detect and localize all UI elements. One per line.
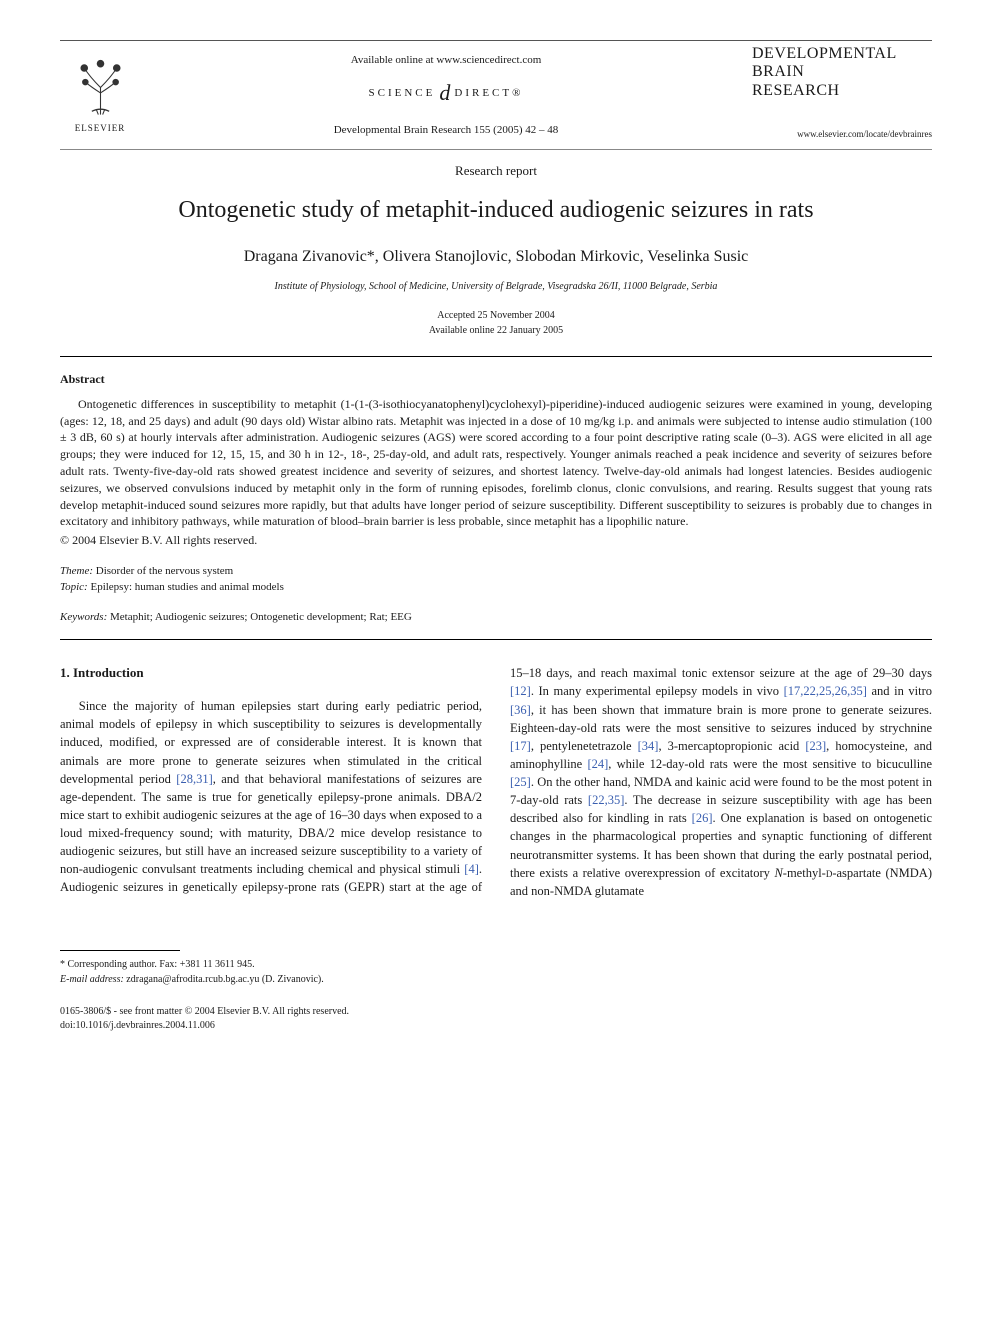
top-rule [60,40,932,41]
ref-link[interactable]: [12] [510,684,531,698]
article-title: Ontogenetic study of metaphit-induced au… [60,194,932,228]
intro-paragraph: Since the majority of human epilepsies s… [60,664,932,900]
journal-title-box: DEVELOPMENTAL BRAIN RESEARCH www.elsevie… [752,45,932,141]
sd-left: SCIENCE [369,86,436,101]
ref-link[interactable]: [34] [638,739,659,753]
sciencedirect-logo: SCIENCE d DIRECT® [140,78,752,109]
section-heading-intro: 1. Introduction [60,664,482,683]
corr-line1: * Corresponding author. Fax: +381 11 361… [60,957,932,972]
keywords-value: Metaphit; Audiogenic seizures; Ontogenet… [110,611,412,623]
topic-value: Epilepsy: human studies and animal model… [90,581,283,593]
corr-email: zdragana@afrodita.rcub.bg.ac.yu (D. Ziva… [126,974,323,985]
ref-link[interactable]: [28,31] [176,772,212,786]
nmda-italic-1: N [774,866,782,880]
ref-link[interactable]: [4] [464,862,479,876]
abstract-heading: Abstract [60,371,932,388]
copyright: © 2004 Elsevier B.V. All rights reserved… [60,532,932,549]
sd-at-icon: d [439,78,450,109]
article-type: Research report [60,162,932,180]
ref-link[interactable]: [36] [510,703,531,717]
ref-link[interactable]: [22,35] [588,793,624,807]
article-dates: Accepted 25 November 2004 Available onli… [60,308,932,338]
intro-text-5: . In many experimental epilepsy models i… [531,684,784,698]
theme-value: Disorder of the nervous system [96,565,233,577]
ref-link[interactable]: [17,22,25,26,35] [784,684,867,698]
corresponding-author-block: * Corresponding author. Fax: +381 11 361… [60,957,932,987]
online-date: Available online 22 January 2005 [60,323,932,338]
sd-right: DIRECT® [454,86,523,101]
intro-text-2: , and that behavioral manifestations of … [60,772,482,877]
corresponding-separator [60,950,180,951]
intro-text-9: , 3-mercaptopropionic acid [658,739,805,753]
footer-block: 0165-3806/$ - see front matter © 2004 El… [60,1005,932,1033]
ref-link[interactable]: [23] [805,739,826,753]
intro-text-11: , while 12-day-old rats were the most se… [608,757,932,771]
theme-block: Theme: Disorder of the nervous system To… [60,563,932,596]
ref-link[interactable]: [26] [692,811,713,825]
keywords-label: Keywords: [60,611,107,623]
keywords-block: Keywords: Metaphit; Audiogenic seizures;… [60,610,932,625]
ref-link[interactable]: [17] [510,739,531,753]
abstract-body: Ontogenetic differences in susceptibilit… [60,396,932,530]
header-row: ELSEVIER Available online at www.science… [60,45,932,141]
intro-text-8: , pentylenetetrazole [531,739,638,753]
affiliation: Institute of Physiology, School of Medic… [60,280,932,294]
journal-name-line1: DEVELOPMENTAL [752,45,932,63]
theme-label: Theme: [60,565,93,577]
journal-name-line2: BRAIN [752,63,932,81]
body-columns: 1. Introduction Since the majority of hu… [60,664,932,900]
publisher-logo: ELSEVIER [60,45,140,135]
topic-label: Topic: [60,581,88,593]
intro-text-7: , it has been shown that immature brain … [510,703,932,735]
publisher-label: ELSEVIER [75,122,126,135]
keywords-bottom-rule [60,639,932,640]
journal-name-line3: RESEARCH [752,82,932,100]
nmda-text-2: -methyl- [783,866,826,880]
accepted-date: Accepted 25 November 2004 [60,308,932,323]
header-center: Available online at www.sciencedirect.co… [140,45,752,139]
available-online-text: Available online at www.sciencedirect.co… [140,53,752,68]
intro-text-3: ical stimuli [403,862,464,876]
intro-text-6: and in vitro [867,684,932,698]
elsevier-tree-icon [68,55,133,120]
footer-doi: doi:10.1016/j.devbrainres.2004.11.006 [60,1019,932,1033]
authors: Dragana Zivanovic*, Olivera Stanojlovic,… [60,246,932,268]
journal-url: www.elsevier.com/locate/devbrainres [752,128,932,141]
journal-citation: Developmental Brain Research 155 (2005) … [140,123,752,138]
abstract-top-rule [60,356,932,357]
footer-line1: 0165-3806/$ - see front matter © 2004 El… [60,1005,932,1019]
email-label: E-mail address: [60,974,124,985]
ref-link[interactable]: [24] [587,757,608,771]
header-bottom-rule [60,149,932,150]
ref-link[interactable]: [25] [510,775,531,789]
